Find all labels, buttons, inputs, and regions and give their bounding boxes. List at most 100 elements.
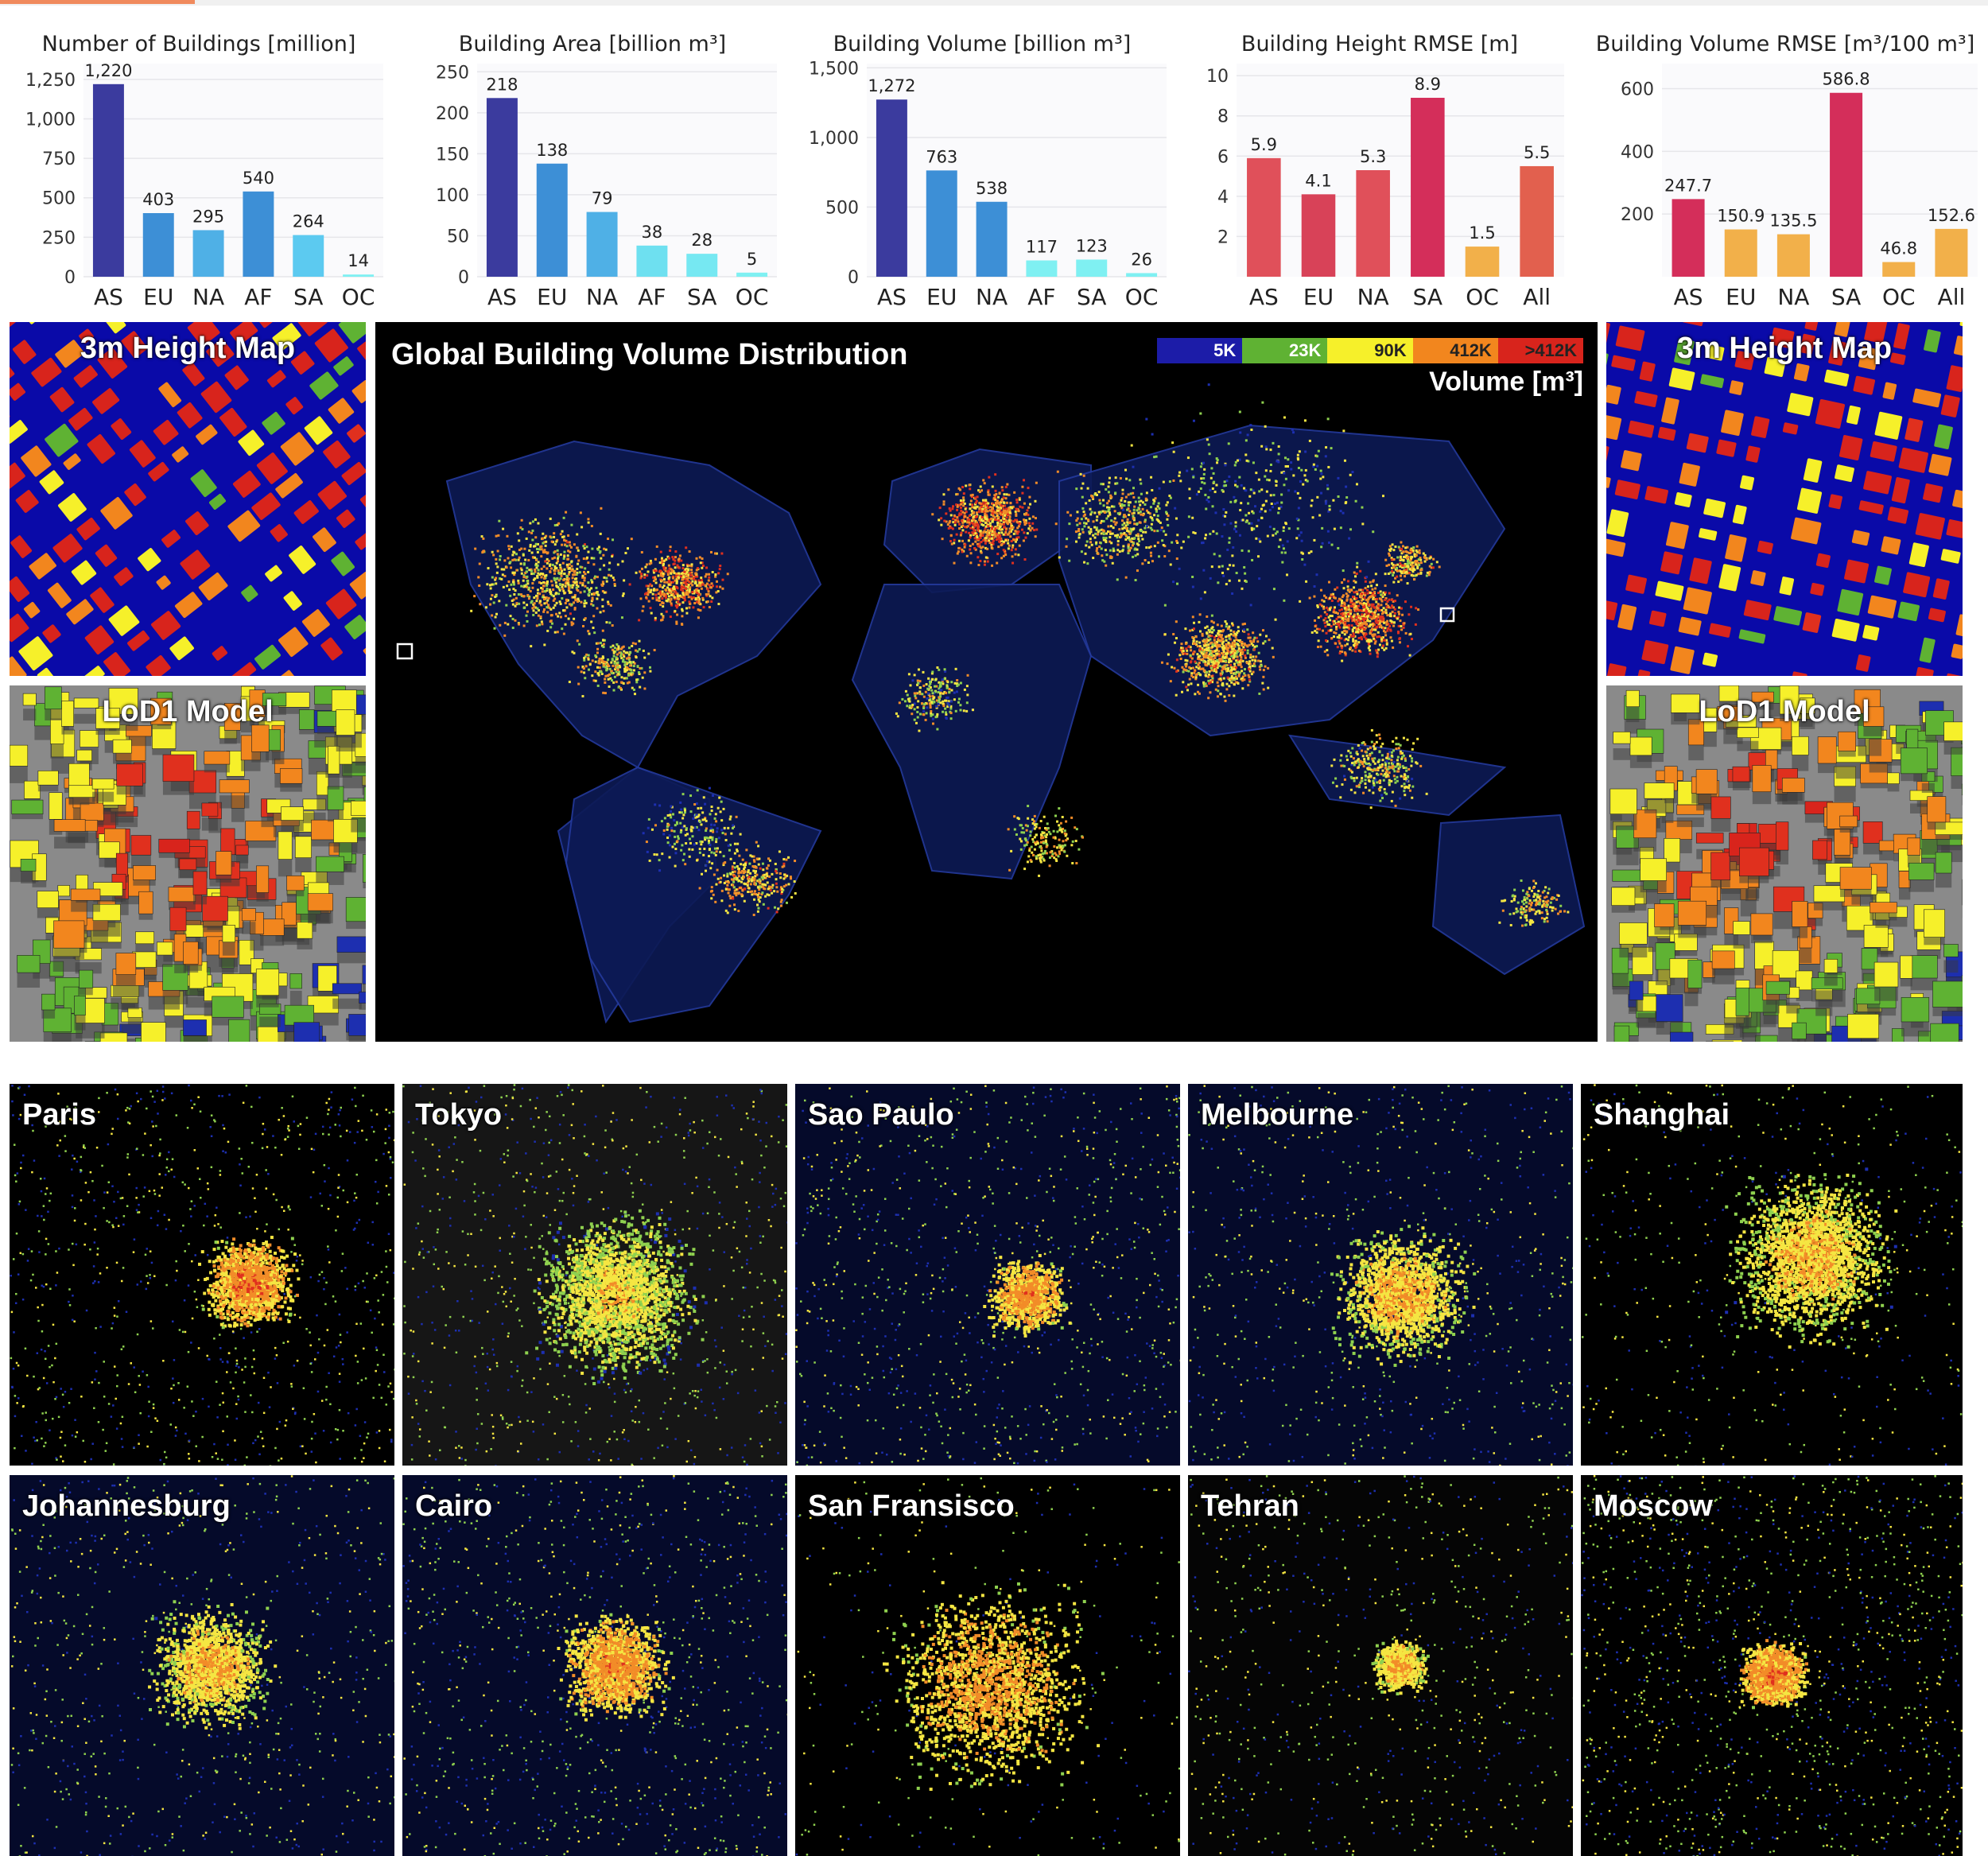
city-label: Shanghai	[1594, 1098, 1730, 1132]
building-points	[1188, 1085, 1573, 1466]
city-panel-cairo: Cairo	[402, 1475, 787, 1856]
y-tick-label: 250	[436, 63, 469, 83]
x-tick-label: All	[1523, 284, 1551, 310]
bar-value-label: 538	[976, 179, 1008, 198]
landmass-australia	[1431, 813, 1586, 976]
height-map-canvas	[10, 322, 366, 676]
bar	[1672, 199, 1705, 277]
bar-value-label: 14	[348, 251, 369, 270]
city-label: Moscow	[1594, 1489, 1713, 1524]
bar-value-label: 4.1	[1305, 171, 1331, 190]
top-bar	[0, 0, 1988, 6]
lod1-canvas	[1606, 685, 1963, 1042]
landmass-southeast-asia	[1288, 734, 1507, 817]
y-tick-label: 100	[436, 186, 469, 206]
x-tick-label: EU	[1303, 284, 1334, 310]
bar-value-label: 295	[192, 207, 224, 226]
building-points	[795, 1477, 1180, 1856]
city-density-canvas	[1188, 1084, 1573, 1466]
bar	[1301, 194, 1336, 277]
building-points	[1581, 1475, 1963, 1856]
chart-svg: 0 500 1,000 1,500 1,272 AS 763 EU 538 NA 117 AF 123 S…	[809, 59, 1167, 310]
chart-svg: 0 50 100 150 200 250 218 AS 138 EU 79 NA 38 AF 28 SA 5 OC	[436, 63, 777, 310]
bar-value-label: 8.9	[1415, 75, 1441, 94]
legend-colorbar: 5K 23K 90K 412K >412K	[1157, 338, 1584, 363]
right-lod1-panel: LoD1 Model	[1606, 685, 1963, 1042]
building-points	[1581, 1084, 1963, 1466]
bar	[142, 212, 174, 277]
bar	[343, 274, 375, 277]
x-tick-label: NA	[1777, 284, 1809, 310]
x-tick-label: AS	[94, 284, 123, 310]
right-height-map-panel: 3m Height Map	[1606, 322, 1963, 676]
building-points	[402, 1475, 787, 1856]
x-tick-label: SA	[1831, 284, 1861, 310]
chart-svg: 2 4 6 8 10 5.9 AS 4.1 EU 5.3 NA 8.9 SA 1.5 OC 5.5 All	[1206, 64, 1564, 310]
x-tick-label: All	[1938, 284, 1966, 310]
x-tick-label: NA	[1357, 284, 1389, 310]
bar	[1126, 273, 1158, 277]
y-tick-label: 600	[1621, 80, 1654, 100]
chart-building-area: 0 50 100 150 200 250 218 AS 138 EU 79 NA 38 AF 28 SA 5 OC…	[402, 24, 783, 310]
bar	[1076, 259, 1108, 277]
chart-svg: 200 400 600 247.7 AS 150.9 EU 135.5 NA 586.8 SA 46.…	[1621, 64, 1978, 310]
bar	[1356, 170, 1390, 277]
bar-value-label: 135.5	[1769, 212, 1817, 231]
landmass-south-america	[565, 766, 822, 1023]
city-label: San Fransisco	[808, 1489, 1015, 1524]
bar-value-label: 152.6	[1928, 206, 1975, 225]
bar-value-label: 403	[142, 190, 174, 209]
legend-segment: 90K	[1327, 338, 1413, 363]
left-lod1-label: LoD1 Model	[10, 695, 366, 729]
x-tick-label: AS	[1249, 284, 1279, 310]
bar	[1520, 165, 1554, 277]
city-density-canvas	[1581, 1084, 1963, 1466]
y-tick-label: 8	[1217, 107, 1229, 127]
x-tick-label: SA	[1413, 284, 1442, 310]
city-panel-tokyo: Tokyo	[402, 1084, 787, 1466]
x-tick-label: OC	[1125, 284, 1159, 310]
bar	[1935, 228, 1968, 277]
y-tick-label: 1,000	[25, 110, 76, 130]
city-label: Paris	[22, 1098, 96, 1132]
bar	[192, 230, 224, 277]
x-tick-label: EU	[926, 284, 957, 310]
y-tick-label: 6	[1217, 147, 1229, 167]
building-footprints	[10, 322, 366, 676]
bar	[92, 83, 124, 278]
right-height-map-label: 3m Height Map	[1606, 332, 1963, 366]
bar-value-label: 5.3	[1360, 147, 1386, 166]
bar	[976, 201, 1008, 277]
bar	[636, 245, 668, 277]
bar-value-label: 264	[293, 212, 324, 231]
bar	[736, 272, 768, 277]
bar-value-label: 46.8	[1880, 239, 1917, 258]
x-tick-label: EU	[1726, 284, 1756, 310]
bar	[1830, 92, 1863, 277]
bar-value-label: 5.5	[1524, 143, 1550, 162]
legend-segment: 412K	[1412, 338, 1498, 363]
x-tick-label: OC	[736, 284, 769, 310]
top-bar-accent	[0, 0, 195, 4]
legend-segment: 5K	[1157, 338, 1243, 363]
city-density-canvas	[402, 1475, 787, 1856]
plot-background	[477, 64, 777, 277]
bar-value-label: 138	[536, 141, 568, 160]
right-lod1-label: LoD1 Model	[1606, 695, 1963, 729]
x-tick-label: SA	[1077, 284, 1106, 310]
y-tick-label: 2	[1217, 227, 1229, 247]
city-label: Tehran	[1201, 1489, 1299, 1524]
x-tick-label: EU	[143, 284, 173, 310]
bar-value-label: 38	[642, 223, 663, 242]
x-tick-label: SA	[293, 284, 323, 310]
y-tick-label: 200	[1621, 205, 1654, 225]
chart-title: Number of Buildings [million]	[8, 32, 390, 56]
chart-title: Building Volume [billion m³]	[791, 32, 1173, 56]
bar-value-label: 5.9	[1251, 135, 1277, 154]
lod1-blocks	[10, 685, 366, 1042]
city-label: Tokyo	[415, 1098, 502, 1132]
y-tick-label: 1,500	[809, 59, 859, 79]
x-tick-label: AF	[638, 284, 666, 310]
left-height-map-panel: 3m Height Map	[10, 322, 366, 676]
legend-segment: >412K	[1497, 338, 1584, 363]
